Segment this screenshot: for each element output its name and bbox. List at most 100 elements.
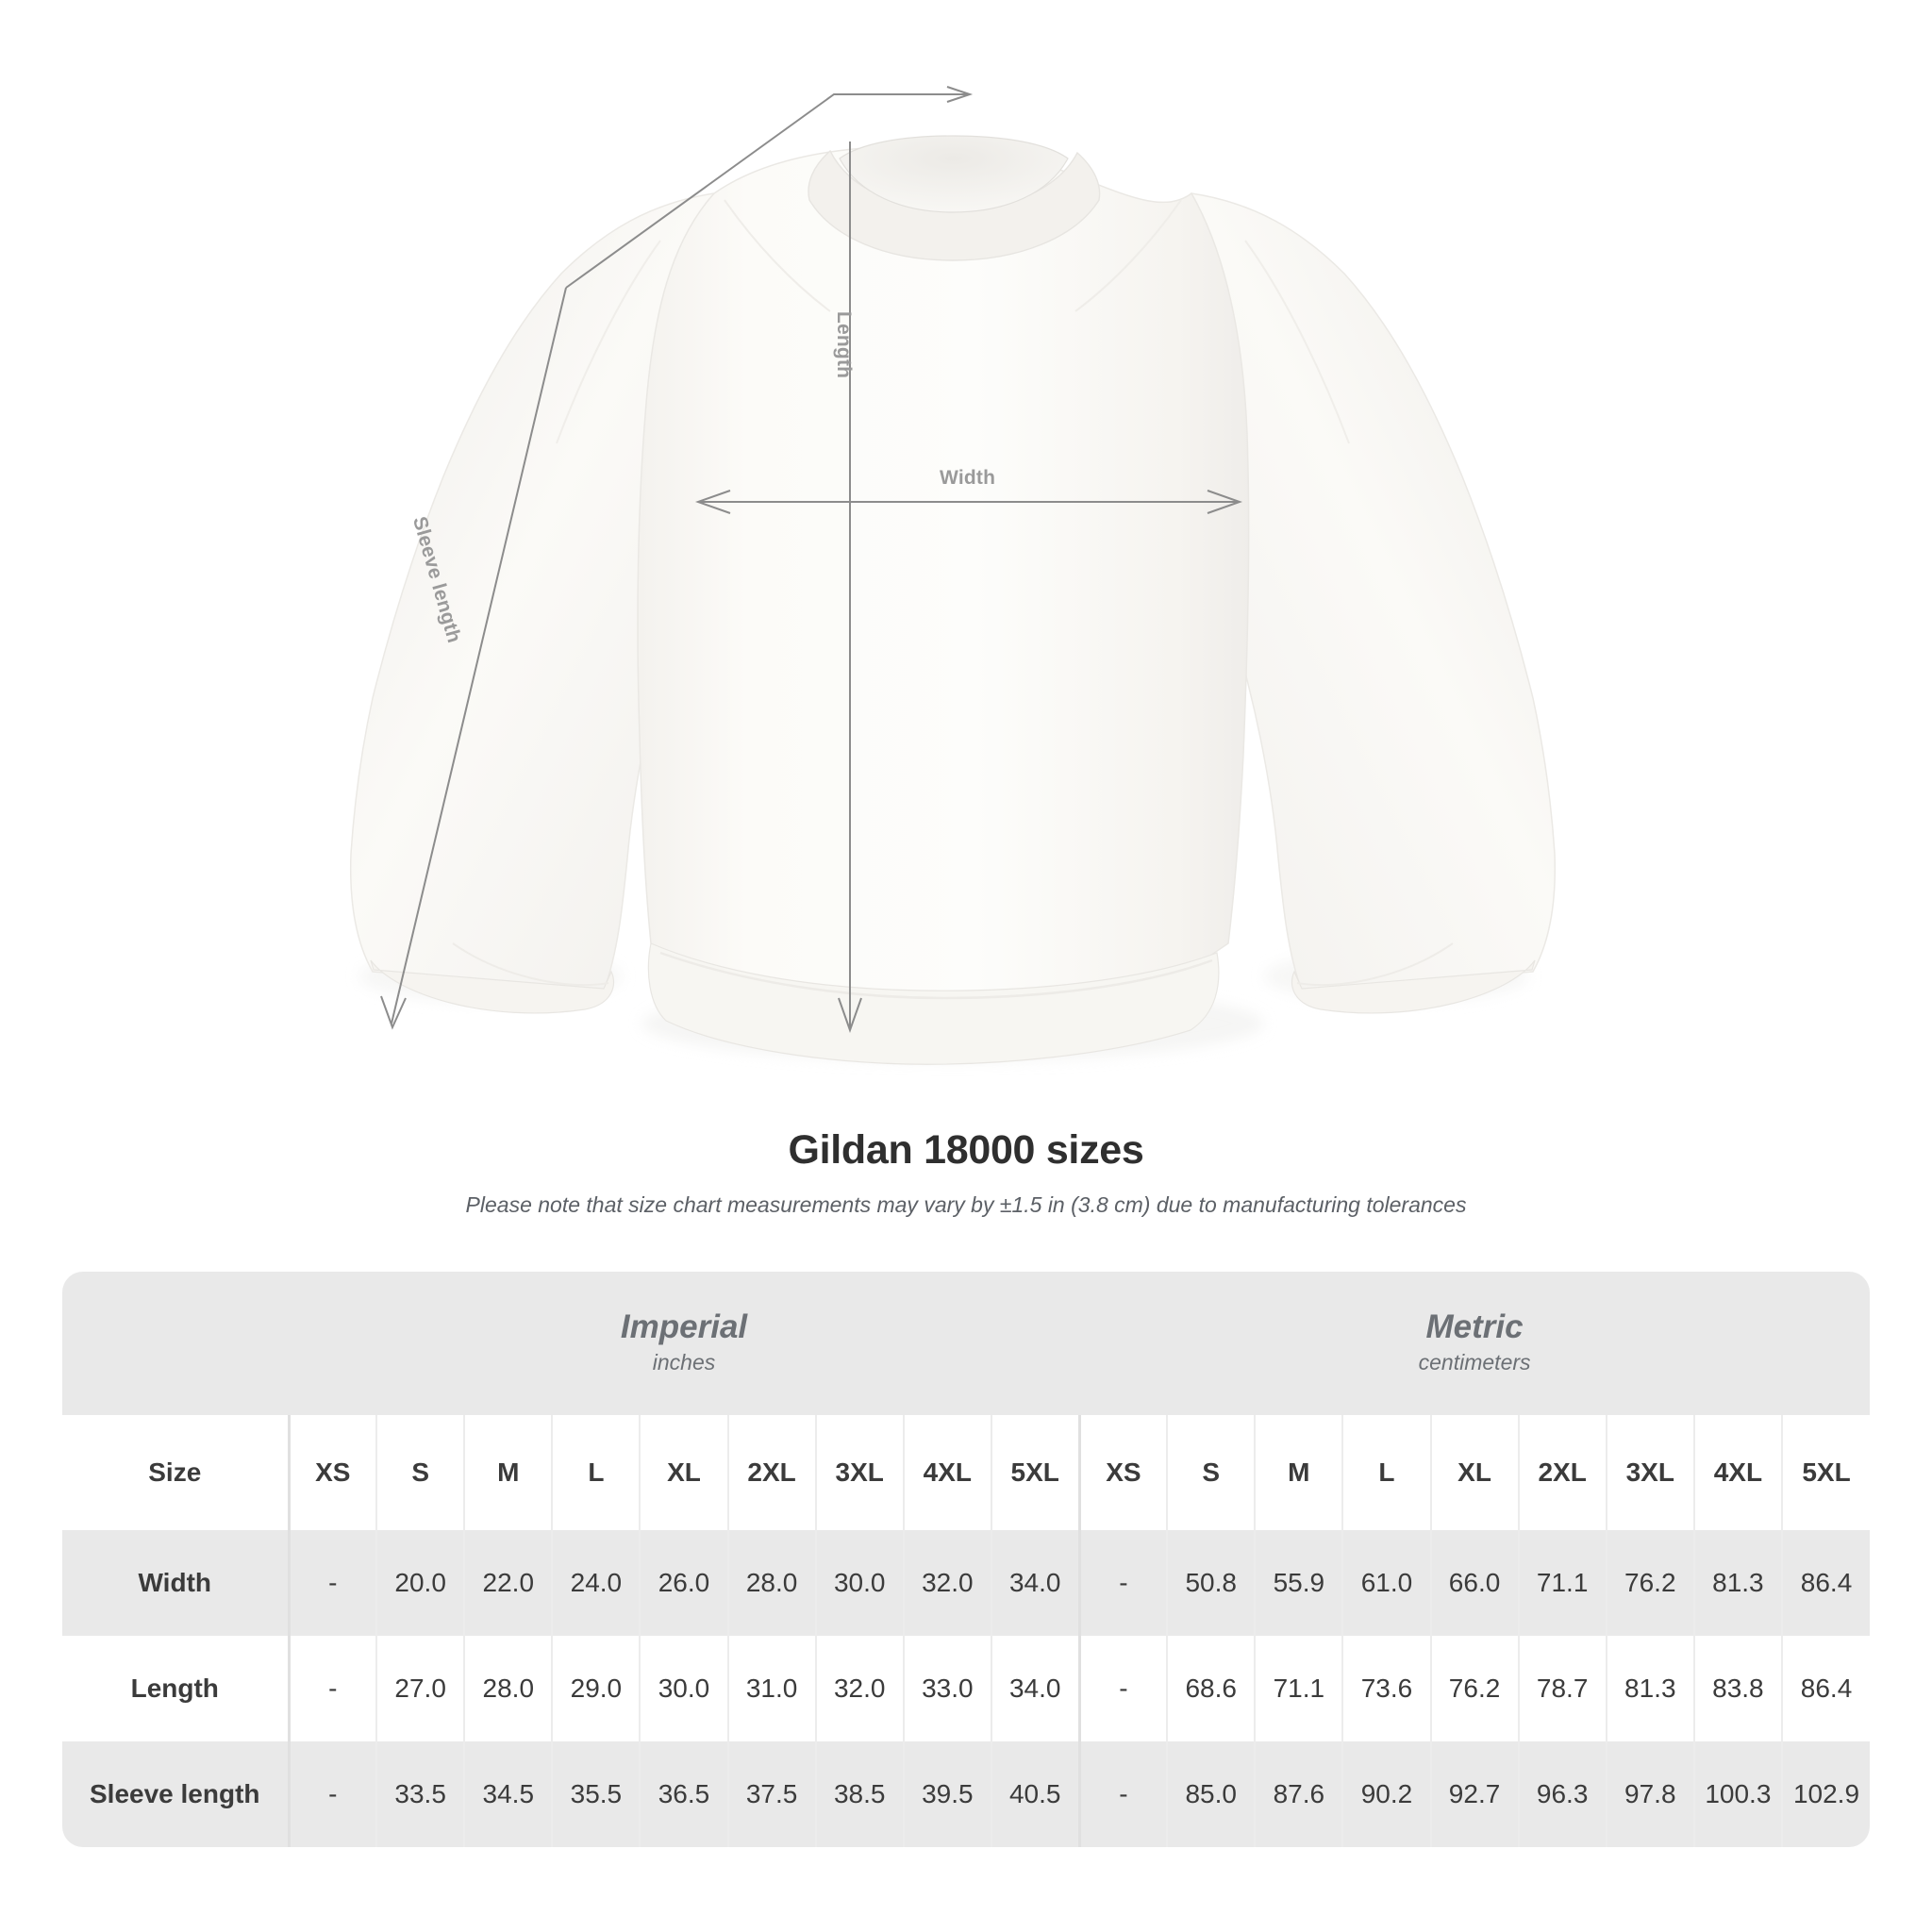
shoulder-pointer-line: [565, 93, 968, 289]
size-header-imperial-xl: XL: [639, 1415, 728, 1530]
width-arrow-right: [1207, 490, 1243, 514]
size-header-row: Size XS S M L XL 2XL 3XL 4XL 5XL XS S M L XL 2XL 3XL 4XL 5…: [62, 1415, 1871, 1530]
left-cuff: [370, 959, 615, 1014]
size-header-imperial-m: M: [463, 1415, 553, 1530]
cell-width-imperial-xs: -: [287, 1530, 377, 1636]
size-header-imperial-s: S: [375, 1415, 465, 1530]
row-label-width: Width: [62, 1530, 289, 1636]
size-header-imperial-2xl: 2XL: [726, 1415, 816, 1530]
row-label-length: Length: [62, 1636, 289, 1741]
cell-width-metric-s: 50.8: [1166, 1530, 1256, 1636]
cell-width-metric-3xl: 76.2: [1605, 1530, 1694, 1636]
cell-width-metric-m: 55.9: [1254, 1530, 1343, 1636]
sleeve-length-line: [391, 287, 567, 1024]
cell-length-metric-l: 73.6: [1341, 1636, 1431, 1741]
size-header-metric-s: S: [1166, 1415, 1256, 1530]
cell-sleeve-length-metric-5xl: 102.9: [1780, 1741, 1871, 1847]
cell-width-imperial-4xl: 32.0: [902, 1530, 991, 1636]
cell-sleeve-length-metric-4xl: 100.3: [1692, 1741, 1782, 1847]
cell-length-imperial-3xl: 32.0: [814, 1636, 904, 1741]
cell-length-metric-5xl: 86.4: [1780, 1636, 1871, 1741]
size-header-metric-l: L: [1341, 1415, 1431, 1530]
page-title: Gildan 18000 sizes: [788, 1127, 1144, 1173]
cell-width-metric-xs: -: [1077, 1530, 1168, 1636]
cell-length-imperial-l: 29.0: [551, 1636, 641, 1741]
length-annotation-label: Length: [833, 311, 855, 379]
size-chart-table-wrapper: Imperial inches Metric centimeters Size XS S M L…: [62, 1272, 1871, 1847]
sweatshirt-body: [637, 145, 1250, 997]
cell-sleeve-length-metric-m: 87.6: [1254, 1741, 1343, 1847]
size-header-metric-m: M: [1254, 1415, 1343, 1530]
unit-header-spacer: [62, 1272, 289, 1415]
size-header-metric-3xl: 3XL: [1605, 1415, 1694, 1530]
unit-header-row: Imperial inches Metric centimeters: [62, 1272, 1871, 1415]
sleeve-arrow: [380, 995, 407, 1030]
sweatshirt-diagram: [349, 86, 1557, 1065]
width-arrow-left: [694, 490, 731, 514]
width-annotation-label: Width: [940, 467, 996, 489]
cell-sleeve-length-imperial-4xl: 39.5: [902, 1741, 991, 1847]
cell-sleeve-length-metric-xs: -: [1077, 1741, 1168, 1847]
garment-illustration: Length Width Sleeve length: [349, 86, 1557, 1065]
size-header-metric-4xl: 4XL: [1692, 1415, 1782, 1530]
neck-opening: [839, 135, 1069, 213]
cell-width-imperial-l: 24.0: [551, 1530, 641, 1636]
cell-width-metric-2xl: 71.1: [1517, 1530, 1607, 1636]
cell-width-metric-xl: 66.0: [1429, 1530, 1519, 1636]
cell-sleeve-length-imperial-xl: 36.5: [639, 1741, 728, 1847]
cell-sleeve-length-imperial-3xl: 38.5: [814, 1741, 904, 1847]
cell-sleeve-length-imperial-m: 34.5: [463, 1741, 553, 1847]
cell-width-imperial-5xl: 34.0: [990, 1530, 1080, 1636]
cell-length-imperial-2xl: 31.0: [726, 1636, 816, 1741]
cell-sleeve-length-imperial-2xl: 37.5: [726, 1741, 816, 1847]
cell-length-imperial-xl: 30.0: [639, 1636, 728, 1741]
table-row: Sleeve length - 33.5 34.5 35.5 36.5 37.5 38.5 39…: [62, 1741, 1871, 1847]
table-row: Length -27.0 28.0 29.0 30.0 31.0 32.0 33.0 34.0-…: [62, 1636, 1871, 1741]
size-header-imperial-l: L: [551, 1415, 641, 1530]
unit-group-name: Imperial: [620, 1307, 748, 1345]
size-header-imperial-3xl: 3XL: [814, 1415, 904, 1530]
cell-sleeve-length-metric-2xl: 96.3: [1517, 1741, 1607, 1847]
size-header-metric-2xl: 2XL: [1517, 1415, 1607, 1530]
unit-group-subtitle: inches: [652, 1349, 716, 1374]
cell-sleeve-length-metric-s: 85.0: [1166, 1741, 1256, 1847]
cell-width-imperial-3xl: 30.0: [814, 1530, 904, 1636]
cell-length-metric-3xl: 81.3: [1605, 1636, 1694, 1741]
cell-length-metric-4xl: 83.8: [1692, 1636, 1782, 1741]
cell-width-metric-l: 61.0: [1341, 1530, 1431, 1636]
cell-width-imperial-2xl: 28.0: [726, 1530, 816, 1636]
size-header-imperial-5xl: 5XL: [990, 1415, 1080, 1530]
cell-length-imperial-xs: -: [287, 1636, 377, 1741]
shoulder-pointer-arrow: [946, 86, 974, 103]
cell-width-imperial-s: 20.0: [375, 1530, 465, 1636]
cell-sleeve-length-metric-l: 90.2: [1341, 1741, 1431, 1847]
cell-length-metric-xs: -: [1077, 1636, 1168, 1741]
row-label-sleeve-length: Sleeve length: [62, 1741, 289, 1847]
cell-length-metric-2xl: 78.7: [1517, 1636, 1607, 1741]
right-cuff: [1291, 959, 1536, 1014]
cell-sleeve-length-metric-3xl: 97.8: [1605, 1741, 1694, 1847]
cell-width-metric-4xl: 81.3: [1692, 1530, 1782, 1636]
cell-length-metric-m: 71.1: [1254, 1636, 1343, 1741]
cell-sleeve-length-imperial-l: 35.5: [551, 1741, 641, 1847]
unit-group-metric: Metric centimeters: [1079, 1272, 1871, 1415]
size-header-metric-5xl: 5XL: [1780, 1415, 1871, 1530]
size-header-metric-xs: XS: [1077, 1415, 1168, 1530]
size-chart-table: Imperial inches Metric centimeters Size XS S M L…: [62, 1272, 1871, 1847]
unit-group-subtitle: centimeters: [1418, 1349, 1531, 1374]
cell-sleeve-length-metric-xl: 92.7: [1429, 1741, 1519, 1847]
cell-length-imperial-s: 27.0: [375, 1636, 465, 1741]
cell-length-imperial-4xl: 33.0: [902, 1636, 991, 1741]
cell-length-metric-xl: 76.2: [1429, 1636, 1519, 1741]
table-row: Width -20.0 22.0 24.0 26.0 28.0 30.0 32.0 34.0-5…: [62, 1530, 1871, 1636]
measurement-lines: [380, 86, 1243, 1034]
cell-width-imperial-xl: 26.0: [639, 1530, 728, 1636]
title-block: Gildan 18000 sizes Please note that size…: [0, 1127, 1932, 1218]
size-header-imperial-4xl: 4XL: [902, 1415, 991, 1530]
cell-sleeve-length-imperial-s: 33.5: [375, 1741, 465, 1847]
cell-length-imperial-5xl: 34.0: [990, 1636, 1080, 1741]
length-arrow: [838, 997, 862, 1034]
size-header-imperial-xs: XS: [287, 1415, 377, 1530]
unit-group-imperial: Imperial inches: [289, 1272, 1080, 1415]
cell-length-metric-s: 68.6: [1166, 1636, 1256, 1741]
